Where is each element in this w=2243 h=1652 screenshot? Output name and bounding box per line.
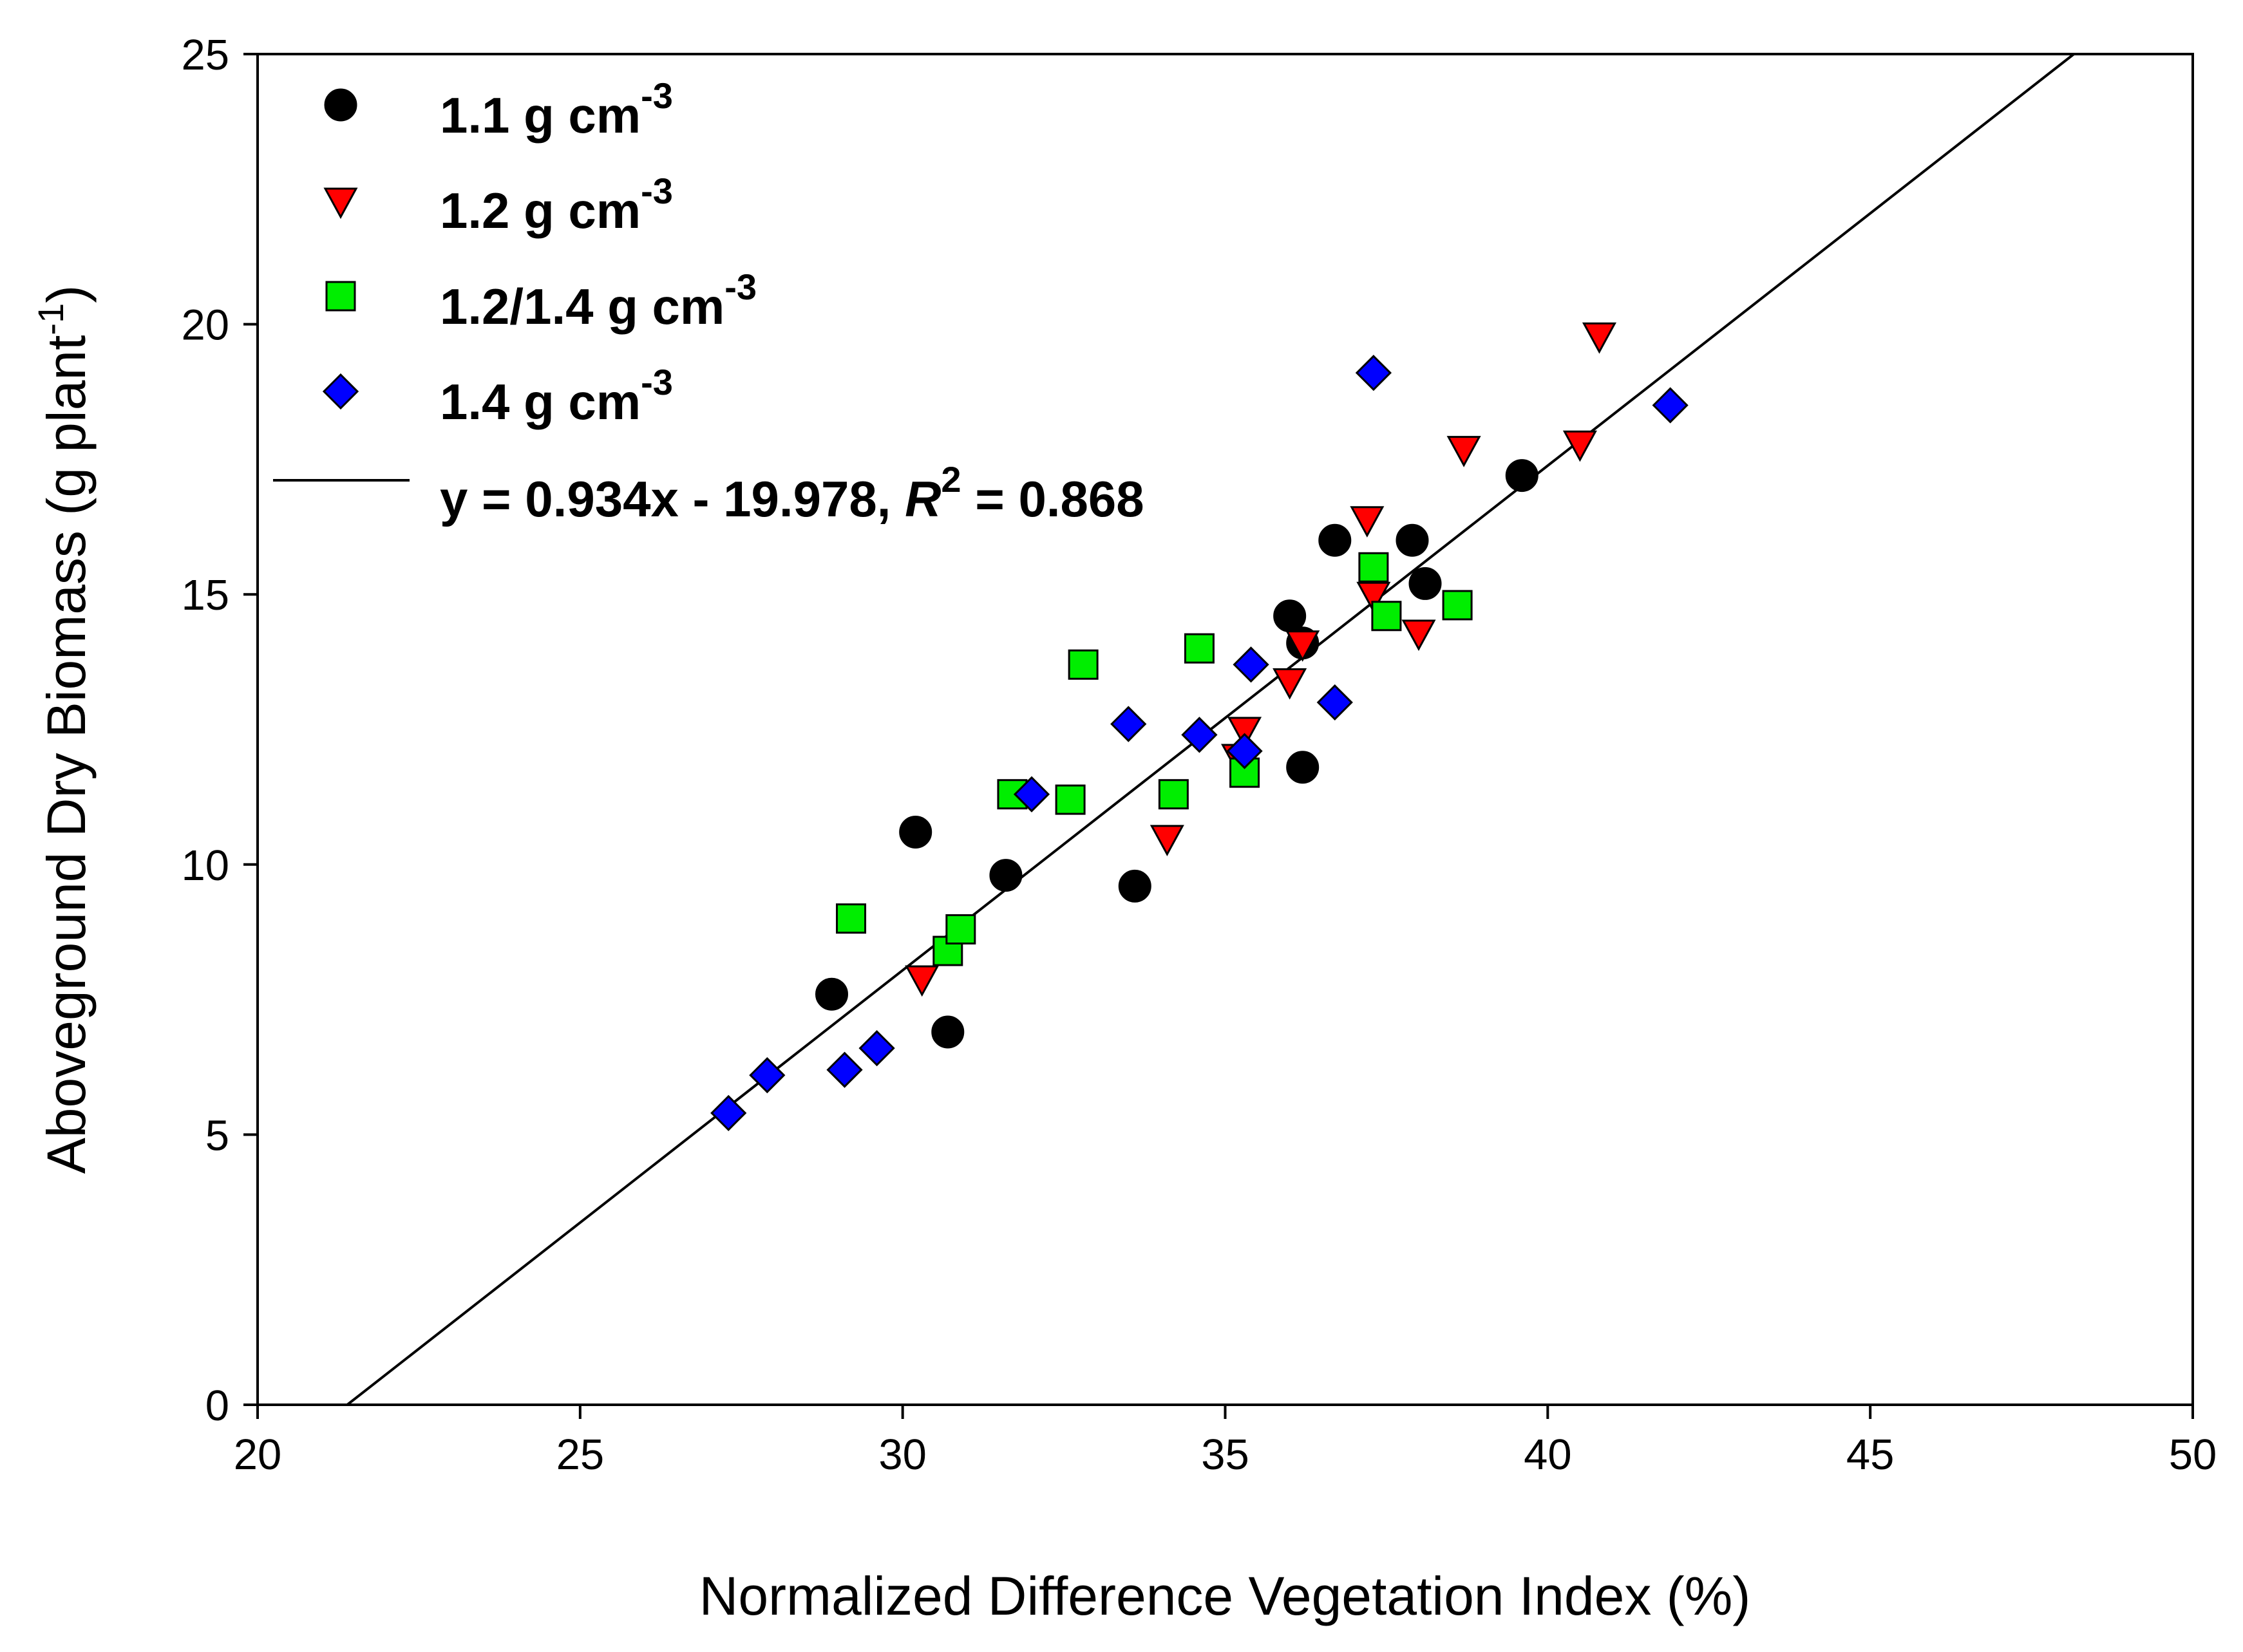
- y-axis-title: Aboveground Dry Biomass (g plant-1): [30, 285, 97, 1174]
- data-point-series-4: [749, 1056, 786, 1094]
- data-point-series-1: [1286, 751, 1320, 784]
- y-tick-label: 15: [181, 571, 229, 619]
- data-point-series-2: [1273, 668, 1307, 700]
- data-point-series-3: [1055, 784, 1086, 815]
- data-point-series-1: [815, 977, 848, 1011]
- x-axis-title: Normalized Difference Vegetation Index (…: [699, 1566, 1751, 1626]
- data-point-series-3: [945, 914, 976, 945]
- x-tick-label: 45: [1846, 1431, 1895, 1479]
- data-point-series-4: [1110, 706, 1147, 742]
- data-points: [710, 322, 1689, 1131]
- y-tick-label: 20: [181, 301, 229, 350]
- series-3: [836, 552, 1473, 966]
- data-point-series-2: [1356, 581, 1391, 614]
- data-point-series-2: [1150, 825, 1184, 856]
- legend-label-series-1: 1.1 g cm-3: [440, 75, 673, 144]
- data-point-series-3: [1442, 590, 1473, 621]
- y-axis-title-close: ): [36, 285, 97, 303]
- series-4: [710, 355, 1689, 1131]
- fit-label-r: R: [905, 471, 941, 527]
- legend-label-series-3: 1.2/1.4 g cm-3: [440, 267, 757, 335]
- legend-label-series-4: 1.4 g cm-3: [440, 362, 673, 430]
- legend-marker-series-4: [322, 373, 359, 410]
- data-point-series-1: [989, 859, 1023, 892]
- data-point-series-4: [1316, 684, 1353, 721]
- y-axis: 0 5 10 15 20 25: [181, 31, 258, 1430]
- data-point-series-2: [1227, 717, 1262, 749]
- data-point-series-4: [826, 1051, 863, 1088]
- data-point-series-3: [1358, 552, 1389, 583]
- data-point-series-1: [1318, 523, 1352, 557]
- data-point-series-4: [1355, 355, 1392, 391]
- x-tick-label: 40: [1524, 1431, 1572, 1479]
- fit-label-r-sup: 2: [941, 459, 961, 500]
- data-point-series-2: [1446, 436, 1481, 467]
- data-point-series-4: [1013, 776, 1050, 812]
- legend: 1.1 g cm-3 1.2 g cm-3 1.2/1.4 g cm-3 1.4…: [273, 75, 1144, 527]
- y-tick-label: 0: [205, 1382, 229, 1430]
- y-tick-label: 25: [181, 31, 229, 79]
- data-point-series-1: [1396, 523, 1429, 557]
- data-point-series-4: [1233, 646, 1269, 683]
- data-point-series-3: [1371, 601, 1402, 632]
- legend-label-series-1-sup: -3: [641, 75, 673, 116]
- legend-label-series-4-main: 1.4 g cm: [440, 373, 641, 430]
- data-point-series-1: [1505, 459, 1538, 493]
- data-point-series-2: [1401, 619, 1436, 652]
- x-tick-label: 30: [878, 1431, 927, 1479]
- data-point-series-2: [905, 965, 940, 997]
- data-point-series-4: [858, 1030, 895, 1067]
- legend-label-series-2: 1.2 g cm-3: [440, 171, 673, 239]
- legend-marker-series-1: [324, 88, 357, 122]
- data-point-series-2: [1582, 322, 1616, 354]
- data-point-series-3: [1068, 649, 1099, 680]
- legend-marker-series-3: [325, 281, 356, 312]
- y-tick-label: 5: [205, 1111, 229, 1159]
- legend-label-series-4-sup: -3: [641, 362, 673, 402]
- data-point-series-2: [1350, 506, 1385, 538]
- legend-label-series-2-main: 1.2 g cm: [440, 182, 641, 239]
- y-tick-label: 10: [181, 841, 229, 890]
- fit-label-suffix: = 0.868: [961, 471, 1144, 527]
- data-point-series-4: [1652, 387, 1689, 424]
- legend-label-series-1-main: 1.1 g cm: [440, 87, 641, 144]
- fit-label-prefix: y = 0.934x - 19.978,: [440, 471, 905, 527]
- data-point-series-1: [931, 1015, 965, 1049]
- x-axis: 20 25 30 35 40 45 50: [234, 1405, 2217, 1479]
- legend-marker-series-2: [323, 187, 358, 220]
- x-tick-label: 25: [556, 1431, 605, 1479]
- legend-label-series-2-sup: -3: [641, 171, 673, 211]
- data-point-series-3: [836, 903, 867, 934]
- x-tick-label: 35: [1201, 1431, 1249, 1479]
- y-axis-title-sup: -1: [30, 303, 71, 335]
- data-point-series-1: [899, 815, 932, 849]
- data-point-series-1: [1408, 567, 1442, 600]
- data-point-series-2: [1562, 430, 1597, 462]
- data-point-series-3: [1184, 633, 1215, 664]
- legend-label-series-3-sup: -3: [724, 267, 757, 307]
- x-tick-label: 20: [234, 1431, 282, 1479]
- data-point-series-3: [1158, 779, 1189, 810]
- legend-label-series-3-main: 1.2/1.4 g cm: [440, 278, 724, 335]
- data-point-series-4: [710, 1094, 747, 1131]
- series-1: [815, 459, 1538, 1049]
- data-point-series-2: [1285, 630, 1320, 662]
- data-point-series-4: [1181, 717, 1218, 753]
- data-point-series-1: [1118, 869, 1151, 903]
- y-axis-title-main: Aboveground Dry Biomass (g plant: [36, 335, 97, 1174]
- x-tick-label: 50: [2169, 1431, 2217, 1479]
- legend-label-regression: y = 0.934x - 19.978, R2 = 0.868: [440, 459, 1144, 527]
- plot-frame: [256, 53, 2194, 1406]
- data-point-series-4: [1226, 733, 1263, 769]
